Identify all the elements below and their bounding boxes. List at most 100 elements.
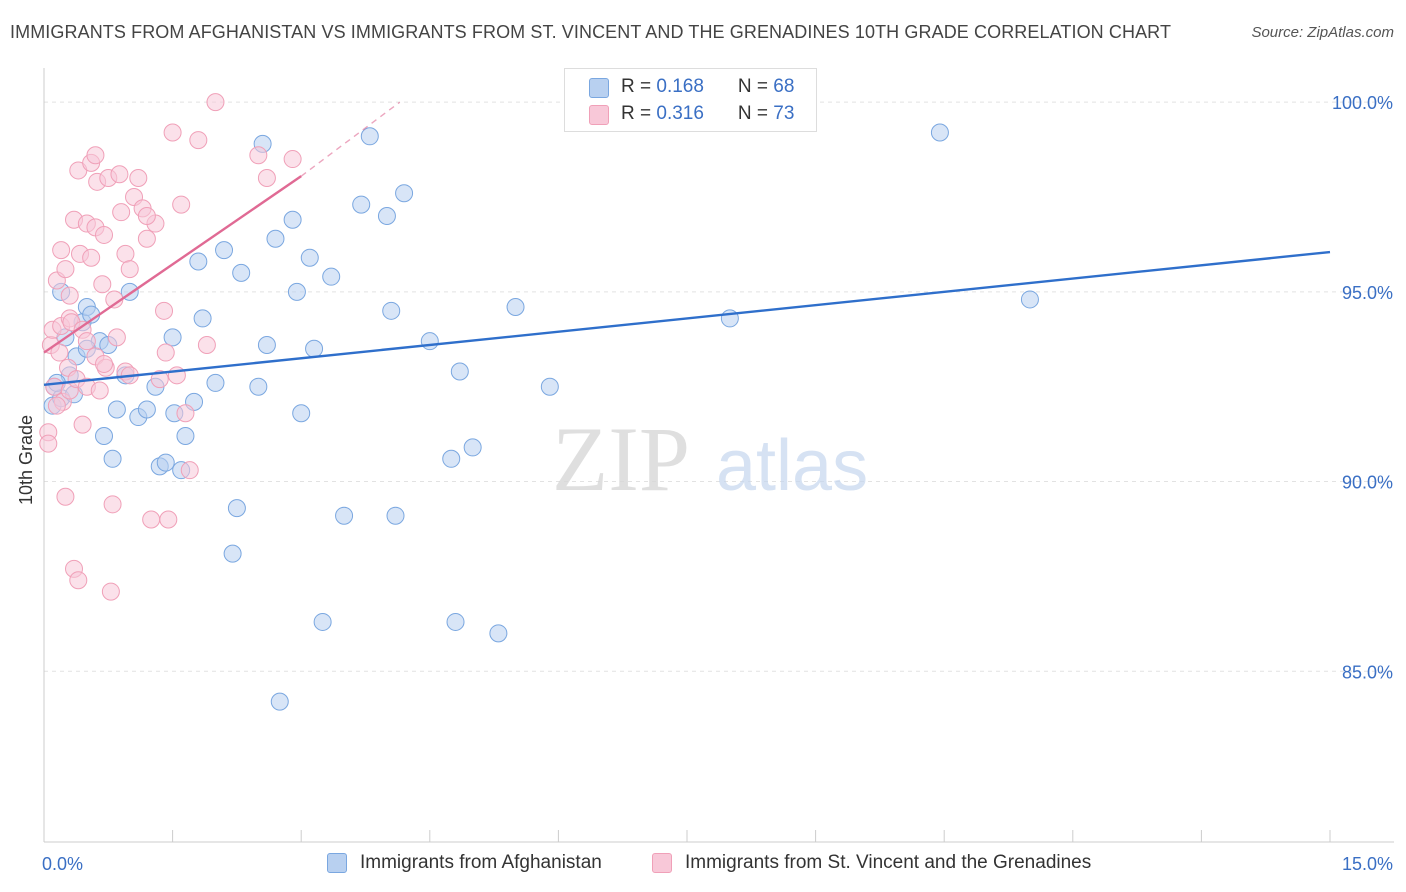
point-s1-44 (120, 260, 139, 279)
point-s0-29 (215, 241, 234, 260)
point-s1-11 (56, 260, 75, 279)
tick-labels: 100.0% 95.0% 90.0% 85.0% 0.0% 15.0% (42, 93, 1393, 874)
point-s1-32 (93, 275, 112, 294)
point-s0-13 (103, 449, 122, 468)
point-s1-41 (112, 203, 131, 222)
point-s0-62 (1020, 290, 1039, 309)
point-s1-60 (189, 131, 208, 150)
point-s0-28 (206, 373, 225, 392)
point-s1-46 (129, 169, 148, 188)
point-s1-36 (101, 582, 120, 601)
point-s0-27 (193, 309, 212, 328)
point-s0-42 (305, 339, 324, 358)
point-s1-69 (47, 396, 66, 415)
y-axis-label: 10th Grade (16, 415, 36, 505)
point-s0-32 (232, 263, 251, 282)
correlation-legend: R = 0.168 N = 68 R = 0.316 N = 73 (564, 68, 817, 132)
point-s0-26 (189, 252, 208, 271)
point-s1-48 (137, 229, 156, 248)
point-s0-40 (292, 404, 311, 423)
point-s1-63 (249, 146, 268, 165)
point-s1-67 (137, 206, 156, 225)
point-s0-51 (395, 184, 414, 203)
point-s1-43 (116, 244, 135, 263)
point-s1-37 (103, 495, 122, 514)
point-s0-43 (313, 612, 332, 631)
point-s0-30 (223, 544, 242, 563)
point-s1-65 (283, 150, 302, 169)
y-tick-label-3: 85.0% (1342, 662, 1393, 682)
point-s0-33 (249, 377, 268, 396)
point-s1-59 (180, 461, 199, 480)
point-s1-70 (77, 332, 96, 351)
point-s0-20 (156, 453, 175, 472)
point-s0-56 (463, 438, 482, 457)
point-s1-31 (90, 381, 109, 400)
point-s1-54 (159, 510, 178, 529)
point-s0-57 (489, 624, 508, 643)
point-s1-33 (95, 225, 114, 244)
trend-line-0 (43, 250, 1331, 387)
point-s0-55 (450, 362, 469, 381)
point-s0-37 (270, 692, 289, 711)
trend-line-dashed-1 (300, 101, 401, 177)
chart-source: Source: ZipAtlas.com (1251, 24, 1394, 41)
point-s1-40 (110, 165, 129, 184)
point-s0-35 (257, 335, 276, 354)
trend-layer (43, 101, 1331, 387)
watermark-zip: ZIP (552, 408, 690, 510)
point-s0-47 (360, 127, 379, 146)
point-s0-59 (540, 377, 559, 396)
x-tick-label-1: 15.0% (1342, 854, 1393, 874)
legend-swatch-blue (589, 78, 609, 98)
point-s0-58 (506, 298, 525, 317)
trend-line-1 (43, 175, 302, 354)
legend-text-afghanistan: R = 0.168 N = 68 (621, 76, 795, 97)
point-s1-26 (82, 248, 101, 267)
point-s0-53 (442, 449, 461, 468)
point-s1-8 (52, 241, 71, 260)
y-tick-label-1: 95.0% (1342, 283, 1393, 303)
series-points-0 (43, 96, 1039, 711)
point-s1-20 (69, 571, 88, 590)
point-s0-49 (382, 301, 401, 320)
series-legend-label-st-vincent: Immigrants from St. Vincent and the Gren… (685, 852, 1092, 873)
point-s0-41 (300, 248, 319, 267)
point-s0-31 (227, 499, 246, 518)
y-tick-label-2: 90.0% (1342, 473, 1393, 493)
point-s0-54 (446, 612, 465, 631)
x-tick-label-0: 0.0% (42, 854, 83, 874)
point-s1-64 (257, 169, 276, 188)
point-s0-50 (386, 506, 405, 525)
y-tick-label-0: 100.0% (1332, 93, 1393, 113)
point-s1-66 (86, 146, 105, 165)
point-s1-68 (60, 286, 79, 305)
point-s0-11 (95, 427, 114, 446)
point-s0-14 (107, 400, 126, 419)
point-s0-61 (930, 123, 949, 142)
point-s1-58 (176, 404, 195, 423)
legend-text-st-vincent: R = 0.316 N = 73 (621, 103, 795, 124)
point-s1-10 (56, 487, 75, 506)
point-s1-51 (150, 370, 169, 389)
point-s1-1 (39, 434, 58, 453)
point-s1-61 (197, 335, 216, 354)
point-s1-49 (142, 510, 161, 529)
axes (43, 68, 1394, 843)
point-s0-36 (266, 229, 285, 248)
point-s0-48 (377, 206, 396, 225)
point-s0-21 (163, 328, 182, 347)
point-s0-17 (137, 400, 156, 419)
legend-swatch-pink (589, 105, 609, 125)
point-s0-52 (420, 332, 439, 351)
point-s1-53 (156, 343, 175, 362)
gridlines (44, 101, 1394, 672)
series-points-1 (39, 93, 302, 601)
point-s0-45 (335, 506, 354, 525)
points-layer (39, 93, 1039, 711)
point-s1-71 (95, 354, 114, 373)
chart-title: IMMIGRANTS FROM AFGHANISTAN VS IMMIGRANT… (10, 22, 1172, 42)
point-s1-52 (155, 301, 174, 320)
watermark-atlas: atlas (716, 426, 868, 506)
